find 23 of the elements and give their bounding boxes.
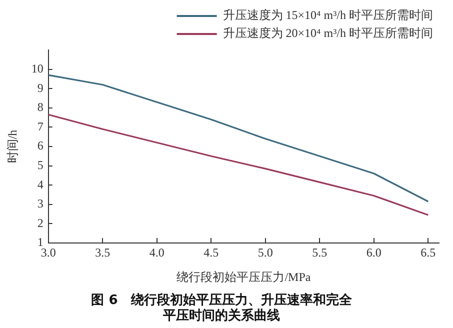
y-tick-label: 7: [37, 119, 44, 134]
x-axis-title: 绕行段初始平压压力/MPa: [176, 270, 312, 284]
x-tick-label: 4.0: [149, 245, 164, 260]
y-tick-label: 8: [37, 100, 44, 114]
y-tick-label: 3: [37, 196, 44, 211]
y-tick-label: 6: [37, 138, 44, 153]
y-tick-label: 2: [37, 216, 44, 230]
y-axis-title: 时间/h: [5, 130, 20, 164]
y-tick-label: 10: [31, 61, 44, 76]
y-tick-label: 9: [37, 80, 44, 95]
x-tick-label: 4.5: [204, 245, 219, 260]
x-tick-label: 5.0: [258, 245, 273, 260]
y-tick-label: 1: [37, 235, 44, 250]
x-tick-label: 3.5: [95, 245, 110, 260]
y-tick-label: 5: [37, 158, 44, 172]
text: 图 6 绕行段初始平压压力、升压速率和完全平压时间的关系曲线: [91, 292, 353, 324]
legend-label: 升压速度为 15×10⁴ m³/h 时平压所需时间: [222, 8, 433, 22]
legend-label: 升压速度为 20×10⁴ m³/h 时平压所需时间: [222, 26, 433, 40]
x-tick-label: 6.0: [366, 245, 382, 260]
x-tick-label: 5.5: [312, 245, 328, 260]
x-tick-label: 6.5: [420, 245, 436, 260]
y-tick-label: 4: [37, 177, 44, 192]
x-tick-label: 3.0: [40, 245, 56, 260]
